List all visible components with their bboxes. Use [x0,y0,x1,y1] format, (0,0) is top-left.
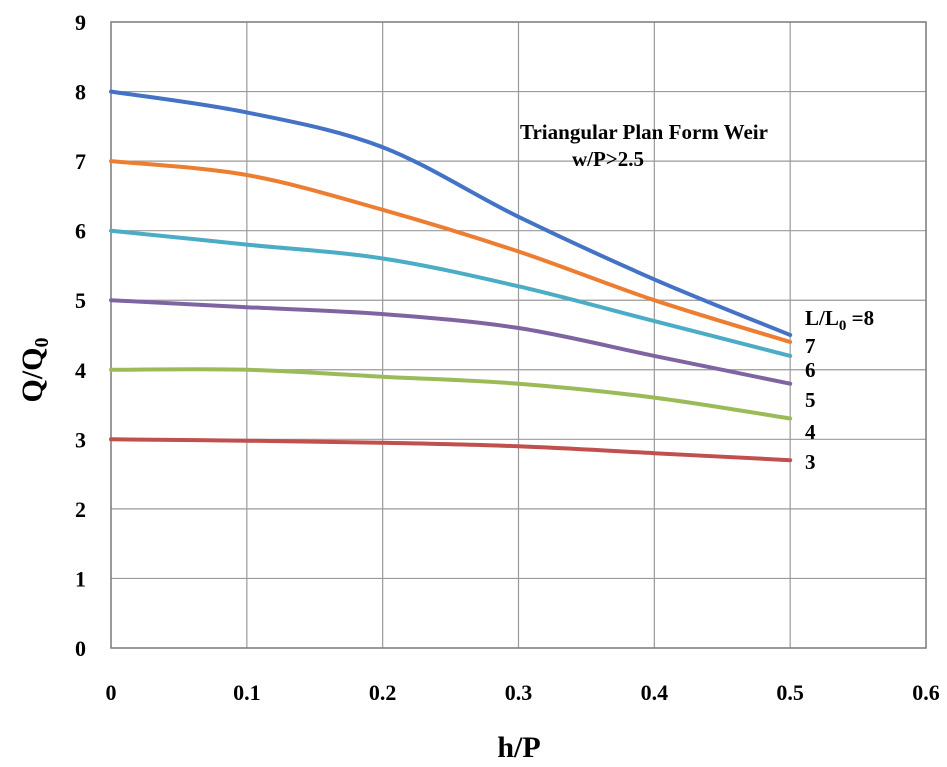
series-end-label-6: 6 [805,358,816,382]
y-tick-label: 4 [75,358,86,383]
series-line-4 [109,367,793,421]
series-end-label-8: L/L0 =8 [805,306,874,334]
series-end-label-3: 3 [805,450,816,474]
plot-frame [110,21,927,649]
y-tick-label: 0 [75,636,86,661]
x-tick-label: 0.5 [776,680,804,705]
annotation-condition: w/P>2.5 [572,147,644,171]
series-line-5 [109,298,793,386]
series-end-label-7: 7 [805,334,816,358]
series-line-8 [109,89,793,337]
y-tick-label: 9 [75,10,86,35]
series-end-label-5: 5 [805,388,816,412]
series-end-label-4: 4 [805,420,816,444]
end-labels: L/L0 =876 5 4 3 [805,306,874,474]
y-tick-label: 3 [75,427,86,452]
y-tick-label: 7 [75,149,86,174]
x-tick-labels: 0 0.1 0.2 0.3 0.4 0.5 0.6 [106,680,940,705]
y-tick-label: 2 [75,497,86,522]
annotation-title: Triangular Plan Form Weir [520,120,768,144]
y-tick-label: 6 [75,219,86,244]
y-tick-label: 5 [75,288,86,313]
x-tick-label: 0 [106,680,117,705]
y-axis-title-sub: 0 [31,337,53,347]
series-line-6 [109,228,793,358]
x-tick-label: 0.3 [505,680,533,705]
series-line-3 [109,437,793,463]
x-axis-title: h/P [497,731,540,764]
y-axis-title: Q/Q0 [16,337,53,402]
x-tick-label: 0.4 [641,680,669,705]
y-tick-label: 1 [75,566,86,591]
grid [110,21,927,649]
y-axis-title-main: Q/Q [16,347,49,402]
y-tick-labels: 0 1 2 3 4 5 6 7 8 9 [75,10,86,661]
x-tick-label: 0.6 [912,680,940,705]
y-tick-label: 8 [75,80,86,105]
series-layer [109,89,793,463]
x-tick-label: 0.1 [233,680,261,705]
series-line-7 [109,159,793,344]
x-tick-label: 0.2 [369,680,397,705]
